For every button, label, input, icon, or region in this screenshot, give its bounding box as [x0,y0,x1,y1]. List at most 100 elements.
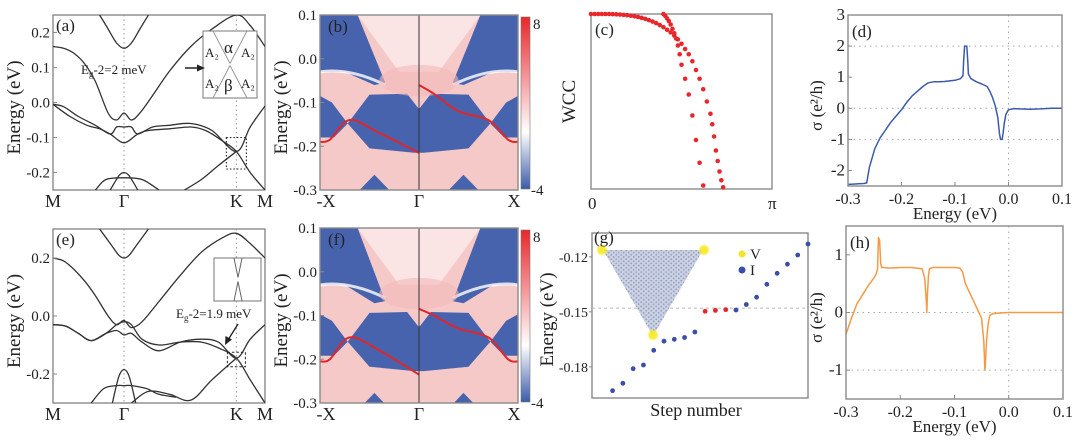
wcc-point [621,12,626,18]
wcc-point [614,12,619,17]
triangular-flake [603,250,703,336]
y-tick-label: 0.2 [31,251,50,267]
x-tick-label: Γ [119,191,129,211]
wcc-point [668,30,673,35]
plot-frame [847,14,1063,187]
energy-point [785,261,790,267]
wcc-point [677,51,682,57]
x-tick-label: π [768,194,777,213]
zoom-box [226,351,246,368]
conductance-line [847,45,1062,186]
panel-label: (g) [594,228,614,247]
y-tick-label: -0.2 [26,367,50,383]
wcc-point [632,13,637,19]
y-axis-label: WCC [559,80,580,123]
x-tick-label: 0 [588,194,597,213]
panel-label: (e) [56,230,75,249]
band-line [99,15,149,49]
y-axis-label: σ (e²/h) [807,292,826,343]
y-tick-label: -0.2 [293,139,317,155]
x-tick-label: X [508,191,521,211]
energy-point [754,294,759,300]
wcc-point [679,62,684,68]
band-line [184,150,237,190]
x-tick-label: -0.1 [942,404,967,421]
wcc-point [657,22,663,28]
energy-point [764,281,770,287]
band-edge [320,282,387,300]
energy-point [630,366,636,372]
x-tick-label: -0.3 [835,191,860,208]
y-tick-label: 0.2 [31,26,50,42]
band-line [53,232,265,329]
band-line [131,357,237,403]
wcc-point [675,43,681,48]
plot-frame [591,232,809,399]
wcc-point [679,41,684,47]
energy-point [651,347,657,353]
x-tick-label: K [230,191,243,211]
y-tick-label: 0.1 [298,8,317,24]
bands [53,15,265,190]
panel-d: 3 2 1 0 -1 -2 -0.3 -0.2 -0.1 0.0 0.1 Energy (eV) σ (… [807,5,1072,223]
colorbar-max-label: 8 [533,230,541,246]
inset-line [233,281,239,302]
wcc-point [713,148,719,153]
wcc-point [635,14,641,20]
wcc-point [624,12,630,18]
x-tick-label: Γ [119,404,129,424]
inset-label: A₂ [205,45,219,60]
y-tick-label: -0.1 [293,309,317,325]
wcc-point [588,11,594,17]
edge-state-line [418,307,518,363]
y-tick-label: -1 [829,360,843,379]
y-tick-label: -0.18 [559,361,588,376]
wcc-point [686,92,692,97]
band-line [53,15,265,121]
wcc-point [592,11,597,17]
y-tick-label: 2 [837,36,846,55]
y-tick-label: -0.3 [293,183,317,199]
energy-point [702,308,708,314]
wcc-point [697,160,702,166]
legend-marker-i [738,266,746,274]
y-tick-label: -0.1 [26,131,50,147]
colorbar [520,229,531,403]
band-line [53,324,265,359]
edge-state-line [320,118,420,154]
energy-point [733,307,739,313]
panel-h: 1 0 -1 -0.3 -0.2 -0.1 0.0 0.1 Energy (eV) σ (e²/h… [807,225,1073,436]
wcc-point [599,11,605,17]
vacancy-site [596,244,608,256]
y-tick-label: 0.0 [31,96,50,112]
y-tick-label: -0.2 [293,352,317,368]
inset-box [202,30,258,99]
band-edge [451,69,518,87]
legend-label-v: V [750,247,761,263]
arrow-head [197,64,205,72]
inset-label: A₂ [205,76,219,91]
panel-g: VI -0.12 -0.15 -0.18 Step number Energy (eV) (… [537,228,811,420]
wcc-point [666,18,672,24]
y-tick-label: 0 [837,98,846,117]
panel-label: (d) [852,22,872,41]
wcc-point [603,11,608,17]
y-tick-label: -1 [831,129,845,148]
energy-point [774,270,780,276]
wcc-point [719,177,724,183]
energy-point [610,388,615,394]
gap-region [453,392,474,403]
y-axis-label: Energy (eV) [4,60,25,154]
x-tick-label: -X [317,404,336,424]
energy-point [692,329,698,335]
x-axis-label: Step number [650,400,742,420]
x-tick-label: -0.2 [889,191,914,208]
energy-point [713,307,718,313]
wcc-point [700,86,706,92]
band-edge [451,282,518,300]
gap-region [364,392,385,403]
inset-line [212,30,231,64]
energy-point [661,338,667,344]
x-tick-label: 0.0 [999,404,1019,421]
